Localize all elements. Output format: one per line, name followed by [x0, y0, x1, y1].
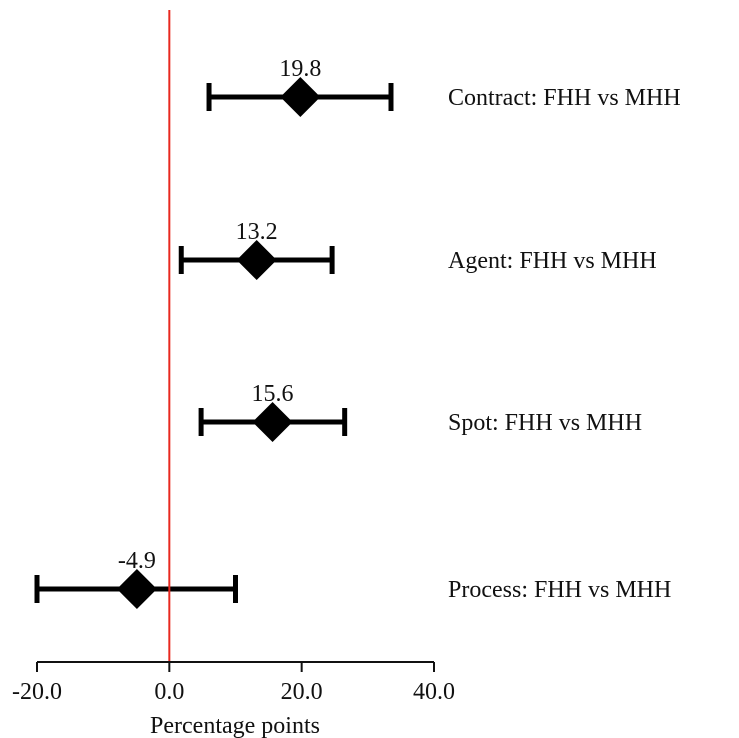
row-label: Contract: FHH vs MHH	[448, 85, 681, 111]
row-label: Spot: FHH vs MHH	[448, 410, 642, 436]
value-label: 15.6	[252, 381, 294, 407]
value-label: 13.2	[236, 219, 278, 245]
value-label: 19.8	[279, 56, 321, 82]
point-estimate-marker	[117, 569, 157, 609]
confidence-intervals	[37, 83, 391, 603]
value-label: -4.9	[118, 548, 156, 574]
x-tick-label: 0.0	[154, 679, 184, 705]
row-label: Agent: FHH vs MHH	[448, 248, 657, 274]
row-label: Process: FHH vs MHH	[448, 577, 671, 603]
x-axis: -20.0 0.0 20.0 40.0	[12, 662, 455, 705]
x-tick-label: 20.0	[281, 679, 323, 705]
x-tick-label: 40.0	[413, 679, 455, 705]
point-estimate-marker	[280, 77, 320, 117]
point-estimate-marker	[253, 402, 293, 442]
point-estimate-marker	[237, 240, 277, 280]
x-tick-label: -20.0	[12, 679, 62, 705]
labels: 19.8 Contract: FHH vs MHH 13.2 Agent: FHH v…	[118, 56, 681, 603]
x-axis-title: Percentage points	[150, 713, 320, 738]
point-estimates	[117, 77, 320, 609]
